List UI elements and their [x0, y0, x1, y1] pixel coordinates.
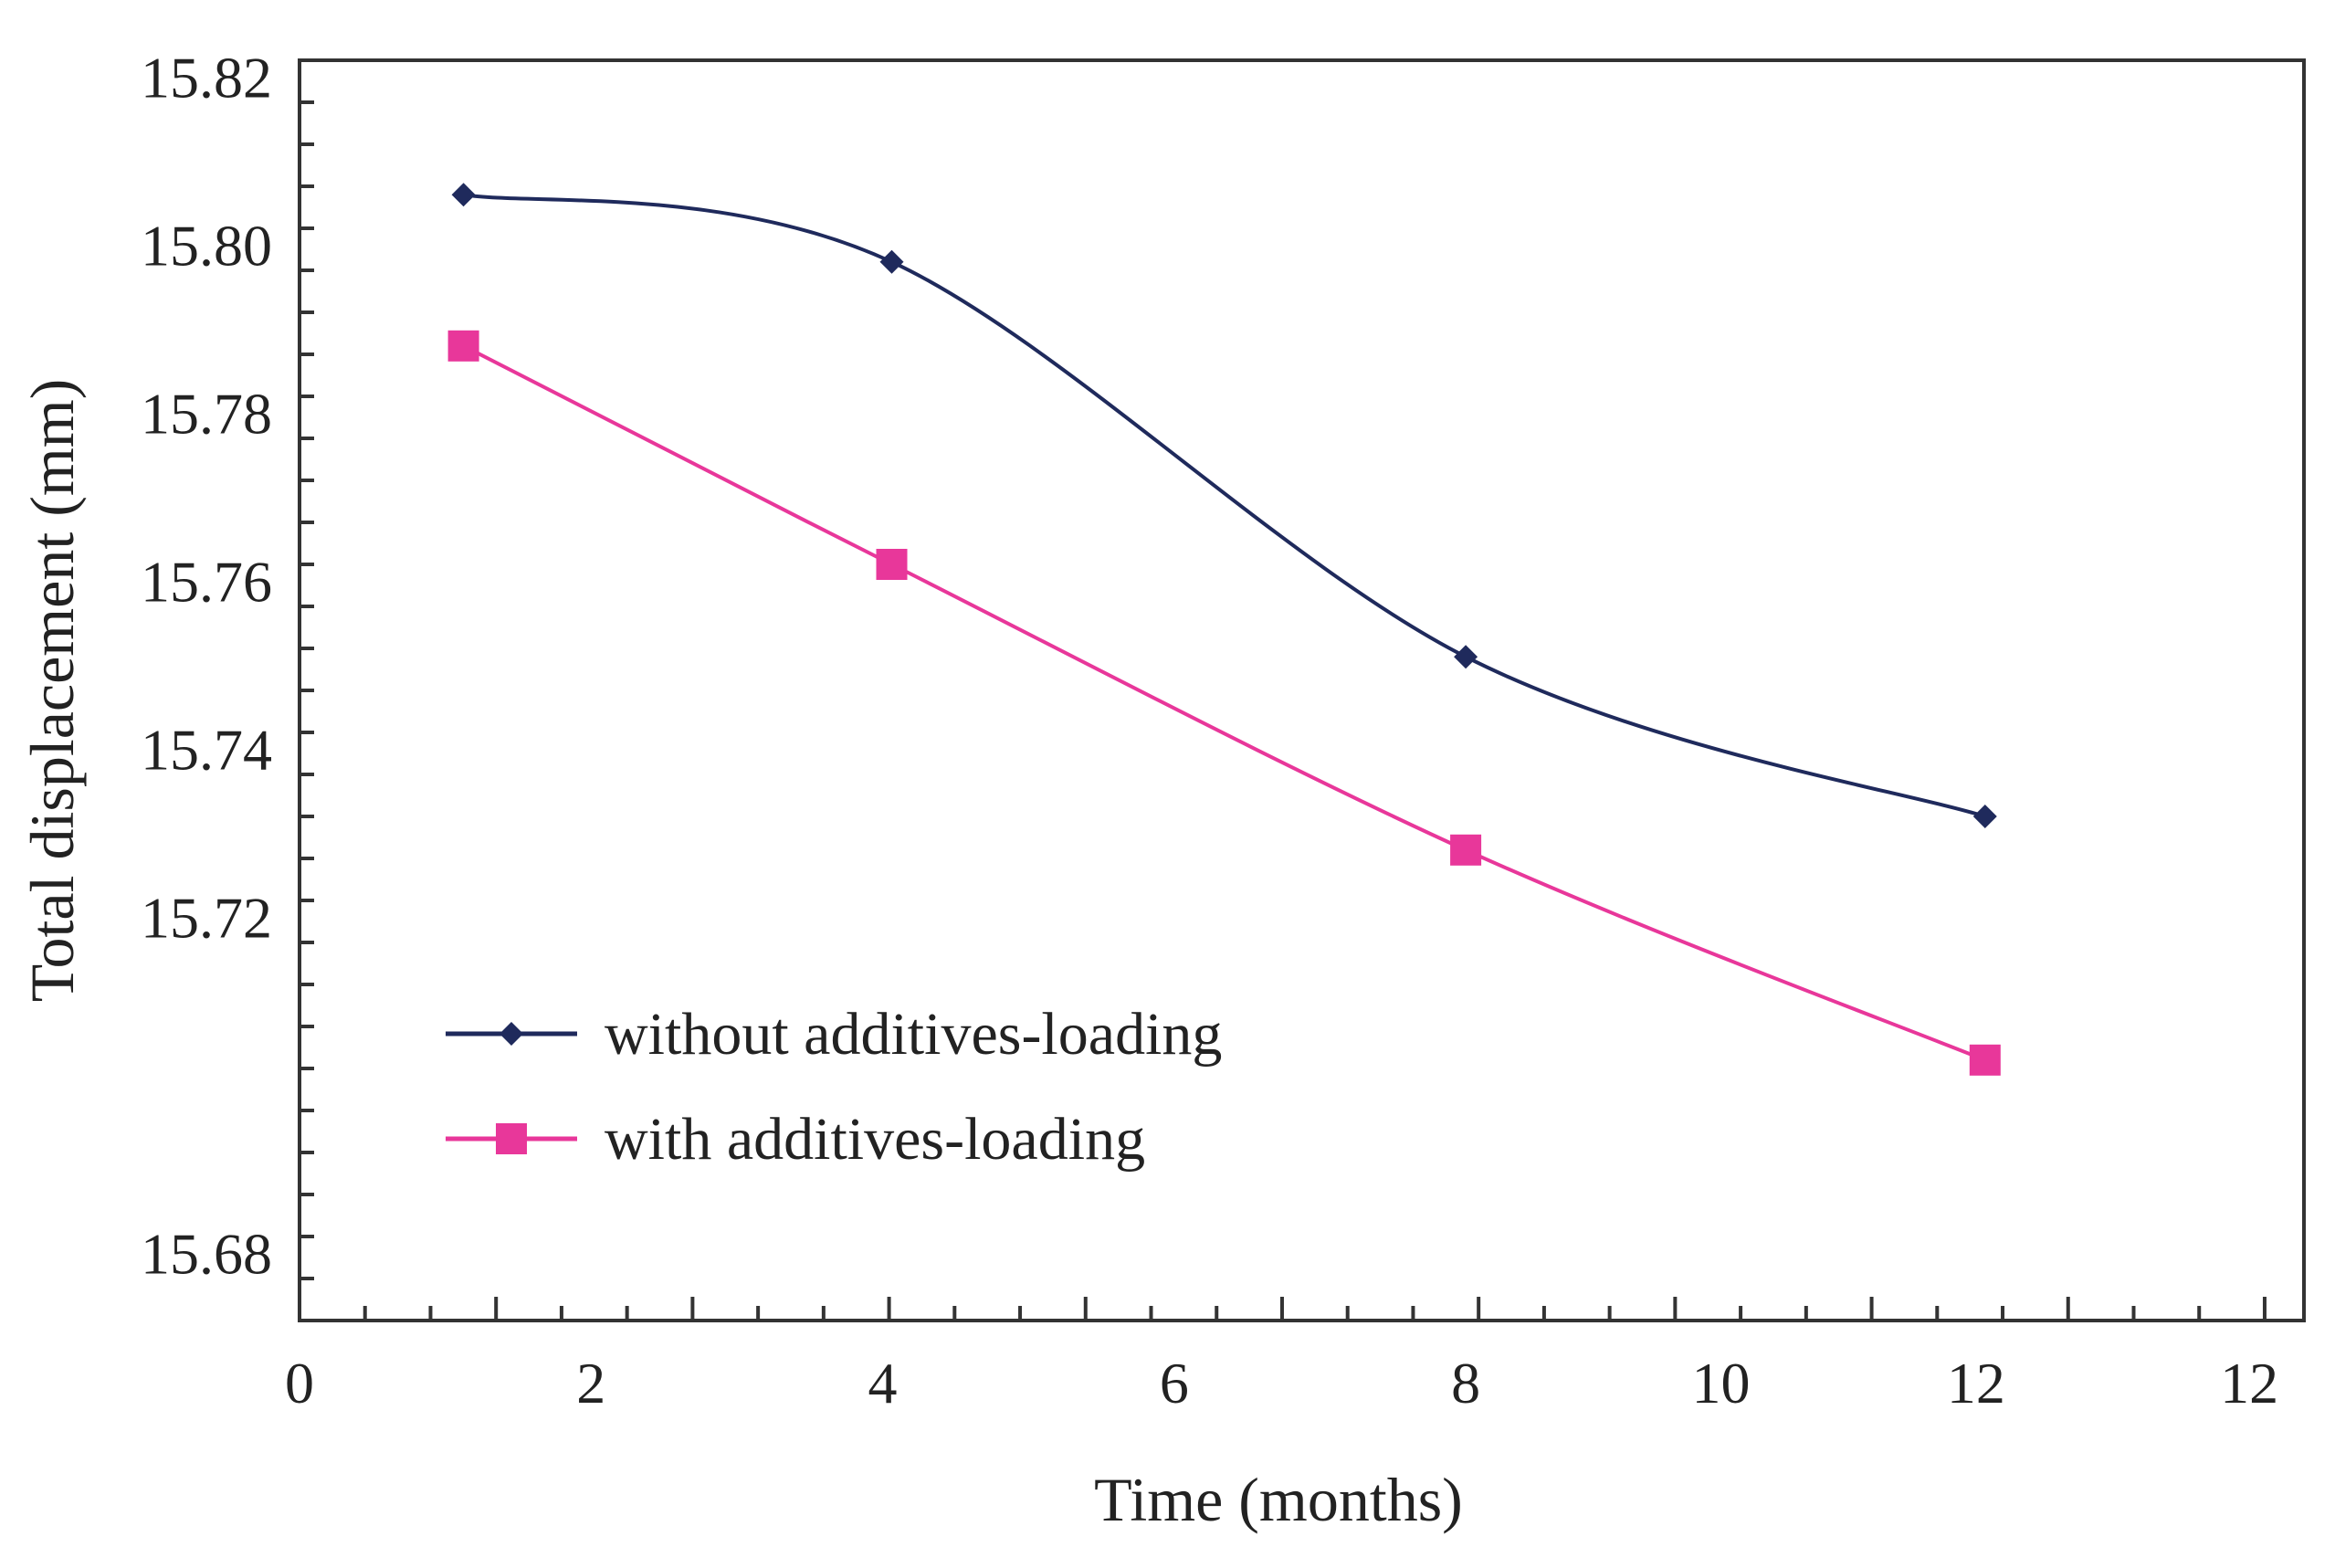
- y-tick-label: 15.76: [141, 549, 272, 614]
- y-tick-label: 15.68: [141, 1221, 272, 1286]
- y-tick-label: 15.78: [141, 381, 272, 446]
- y-tick-label: 15.82: [141, 45, 272, 110]
- legend-label: without additives-loading: [605, 1001, 1222, 1068]
- x-tick-label: 10: [1691, 1351, 1750, 1415]
- x-tick-label: 6: [1160, 1351, 1189, 1415]
- y-tick-label: 15.80: [141, 213, 272, 278]
- data-point-diamond: [451, 183, 476, 207]
- x-tick-label: 12: [2220, 1351, 2278, 1415]
- legend: without additives-loading with additives-…: [446, 1001, 1222, 1173]
- data-point-diamond: [1454, 645, 1478, 669]
- x-axis-title: Time (months): [1094, 1465, 1463, 1534]
- data-point-square: [1450, 834, 1482, 866]
- data-point-square: [1969, 1044, 2001, 1076]
- series-markers: [447, 183, 2001, 1076]
- x-tick-label: 0: [285, 1351, 314, 1415]
- legend-label: with additives-loading: [605, 1106, 1145, 1173]
- y-tick-label: 15.72: [141, 885, 272, 950]
- y-tick-label: 15.74: [141, 717, 272, 782]
- x-tick-label: 4: [868, 1351, 898, 1415]
- y-axis-ticks: 15.68 15.72 15.74 15.76 15.78 15.80 15.82: [141, 45, 314, 1322]
- data-point-diamond: [500, 1022, 523, 1046]
- data-point-diamond: [879, 249, 904, 274]
- data-point-square: [876, 549, 908, 580]
- x-tick-label: 12: [1947, 1351, 2005, 1415]
- data-point-square: [496, 1123, 527, 1154]
- series-lines: [462, 193, 1986, 1062]
- plot-frame: [298, 58, 2306, 1322]
- series-line-2: [462, 344, 1986, 1062]
- x-tick-label: 2: [576, 1351, 605, 1415]
- y-axis-title: Total displacement (mm): [17, 379, 87, 1003]
- data-point-square: [447, 330, 479, 362]
- data-point-diamond: [1972, 805, 1997, 828]
- x-tick-label: 8: [1451, 1351, 1480, 1415]
- series-line-1: [463, 193, 1986, 818]
- x-axis-ticks: 0 2 4 6 8 10 12 12: [285, 1297, 2278, 1415]
